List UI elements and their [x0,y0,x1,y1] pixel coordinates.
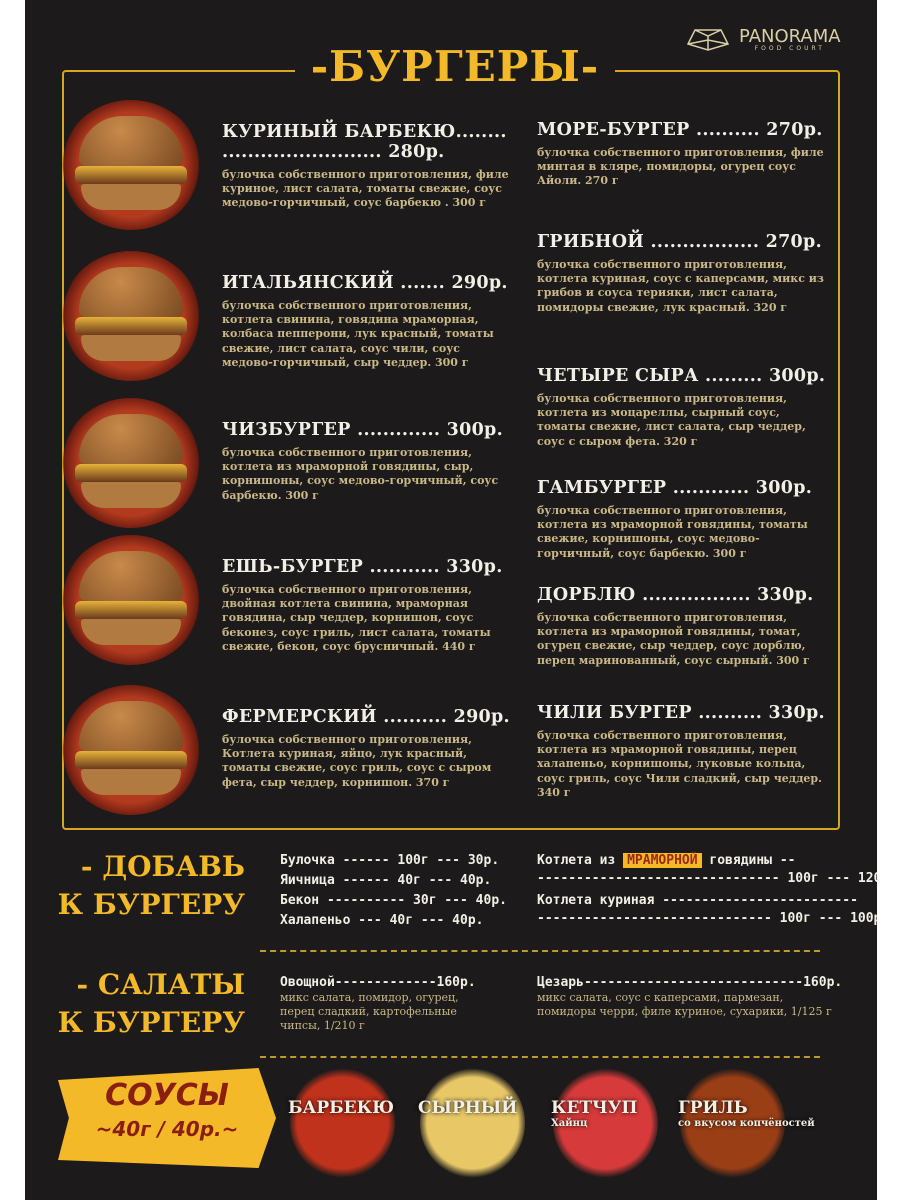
item-name: ФЕРМЕРСКИЙ .......... 290р. [222,707,510,727]
addon-item: Булочка ------ 100г --- 30р. [280,853,500,868]
salad-name: Цезарь----------------------------160р. [537,975,843,990]
item-name: ЧИЛИ БУРГЕР .......... 330р. [537,703,825,723]
sauces-tag: СОУСЫ ~40г / 40р.~ [58,1068,276,1168]
page-title: -БУРГЕРЫ- [295,42,615,91]
item-desc: булочка собственного приготовления, котл… [222,299,494,369]
burger-photo [61,251,201,381]
item-desc: булочка собственного приготовления, двой… [222,583,491,653]
sauces-title: СОУСЫ [105,1078,229,1113]
item-desc: булочка собственного приготовления, Котл… [222,733,492,789]
item-name: ГРИБНОЙ ................. 270р. [537,232,822,252]
burger-photo [61,398,201,528]
menu-board: -БУРГЕРЫ- PANORAMA FOOD COURT КУРИНЫЙ БАР… [25,0,877,1200]
highlight-label: МРАМОРНОЙ [623,853,702,868]
sauce-splash [680,1068,785,1178]
menu-item: ИТАЛЬЯНСКИЙ ....... 290р. булочка собстве… [222,273,512,370]
divider [260,950,820,952]
sauce-item: СЫРНЫЙ [418,1098,518,1118]
sauce-item: КЕТЧУП Хайнц [551,1098,638,1129]
addons-heading-2: К БУРГЕРУ [57,888,245,921]
addons-heading-1: - ДОБАВЬ [80,850,245,883]
item-desc: булочка собственного приготовления, котл… [537,258,824,314]
sauce-splash [420,1068,525,1178]
item-desc: булочка собственного приготовления, котл… [537,392,806,448]
item-desc: булочка собственного приготовления, филе… [222,168,509,210]
burger-photo [61,685,201,815]
menu-item: ЧИЛИ БУРГЕР .......... 330р. булочка собс… [537,703,827,800]
sauce-splash [290,1068,395,1178]
menu-item: ГАМБУРГЕР ............ 300р. булочка собс… [537,478,827,561]
salads-heading-2: К БУРГЕРУ [57,1006,245,1039]
addon-item: Бекон ---------- 30г --- 40р. [280,893,507,908]
burger-photo [61,100,201,230]
salad-name: Овощной-------------160р. [280,975,476,990]
addon-item: Халапеньо --- 40г --- 40р. [280,913,484,928]
menu-item: ГРИБНОЙ ................. 270р. булочка с… [537,232,827,315]
chicken-patty-line2: ------------------------------ 100г --- … [537,911,877,926]
item-name: ЧИЗБУРГЕР ............. 300р. [222,420,503,440]
item-name: ДОРБЛЮ ................. 330р. [537,585,814,605]
sauce-item: БАРБЕКЮ [288,1098,394,1118]
item-desc: булочка собственного приготовления, котл… [537,729,822,799]
item-desc: булочка собственного приготовления, котл… [537,504,808,560]
sauces-price: ~40г / 40р.~ [95,1117,239,1141]
menu-item: ЧЕТЫРЕ СЫРА ......... 300р. булочка собст… [537,366,827,449]
chicken-patty-line1: Котлета куриная ------------------------… [537,893,858,908]
sauce-splash [553,1068,658,1178]
menu-item: МОРЕ-БУРГЕР .......... 270р. булочка собс… [537,120,827,189]
item-name: ЕШЬ-БУРГЕР ........... 330р. [222,557,503,577]
item-desc: булочка собственного приготовления, котл… [222,446,499,502]
addon-item: Яичница ------ 40г --- 40р. [280,873,492,888]
item-name: МОРЕ-БУРГЕР .......... 270р. [537,120,823,140]
menu-item: ЕШЬ-БУРГЕР ........... 330р. булочка собс… [222,557,512,654]
item-name: ЧЕТЫРЕ СЫРА ......... 300р. [537,366,826,386]
logo-text: PANORAMA [739,26,841,47]
marble-patty-line2: ------------------------------- 100г ---… [537,871,877,886]
panorama-logo-icon [686,29,730,51]
sauce-item: ГРИЛЬ со вкусом копчёностей [678,1098,815,1129]
sauce-sub: Хайнц [551,1118,588,1129]
burger-photo [61,535,201,665]
sauce-sub: со вкусом копчёностей [678,1118,815,1129]
salads-heading-1: - САЛАТЫ [76,968,245,1001]
salad-desc: микс салата, помидор, огурец, перец слад… [280,991,459,1032]
logo-subtitle: FOOD COURT [754,45,825,52]
item-name: ГАМБУРГЕР ............ 300р. [537,478,813,498]
marble-patty-line1: Котлета из МРАМОРНОЙ говядины -- [537,853,796,868]
menu-item: ДОРБЛЮ ................. 330р. булочка со… [537,585,827,668]
menu-item: ЧИЗБУРГЕР ............. 300р. булочка соб… [222,420,512,503]
salad-desc: микс салата, соус с каперсами, пармезан,… [537,991,832,1018]
logo: PANORAMA FOOD COURT [685,26,841,52]
divider [260,1056,820,1058]
item-name: КУРИНЫЙ БАРБЕКЮ........ ................… [222,122,507,162]
item-desc: булочка собственного приготовления, филе… [537,146,824,188]
menu-item: КУРИНЫЙ БАРБЕКЮ........ ................… [222,122,512,211]
item-desc: булочка собственного приготовления, котл… [537,611,810,667]
item-name: ИТАЛЬЯНСКИЙ ....... 290р. [222,273,508,293]
menu-item: ФЕРМЕРСКИЙ .......... 290р. булочка собст… [222,707,512,790]
